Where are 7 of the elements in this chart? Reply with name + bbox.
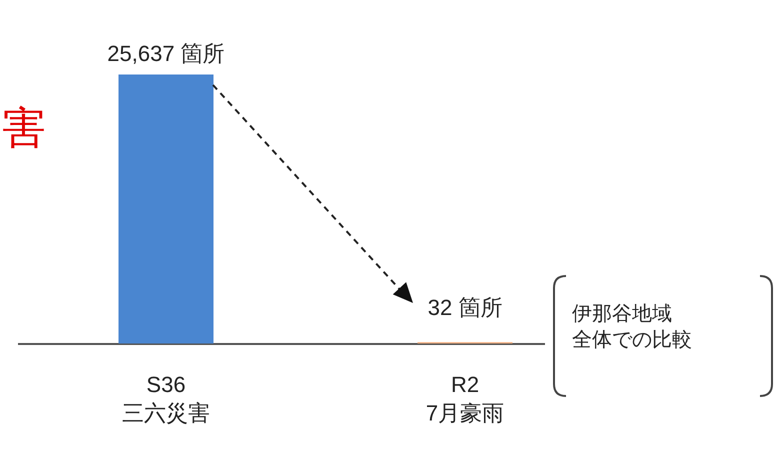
data-label: 32 箇所 [428, 295, 502, 320]
x-tick-label: S36 三六災害 [122, 372, 210, 426]
data-label: 25,637 箇所 [107, 41, 225, 66]
text: 全体での比較 [572, 329, 692, 351]
annotation: 害 [2, 104, 46, 153]
x-tick-label: R2 7月豪雨 [426, 372, 504, 426]
text: 伊那谷地域 [572, 303, 672, 325]
